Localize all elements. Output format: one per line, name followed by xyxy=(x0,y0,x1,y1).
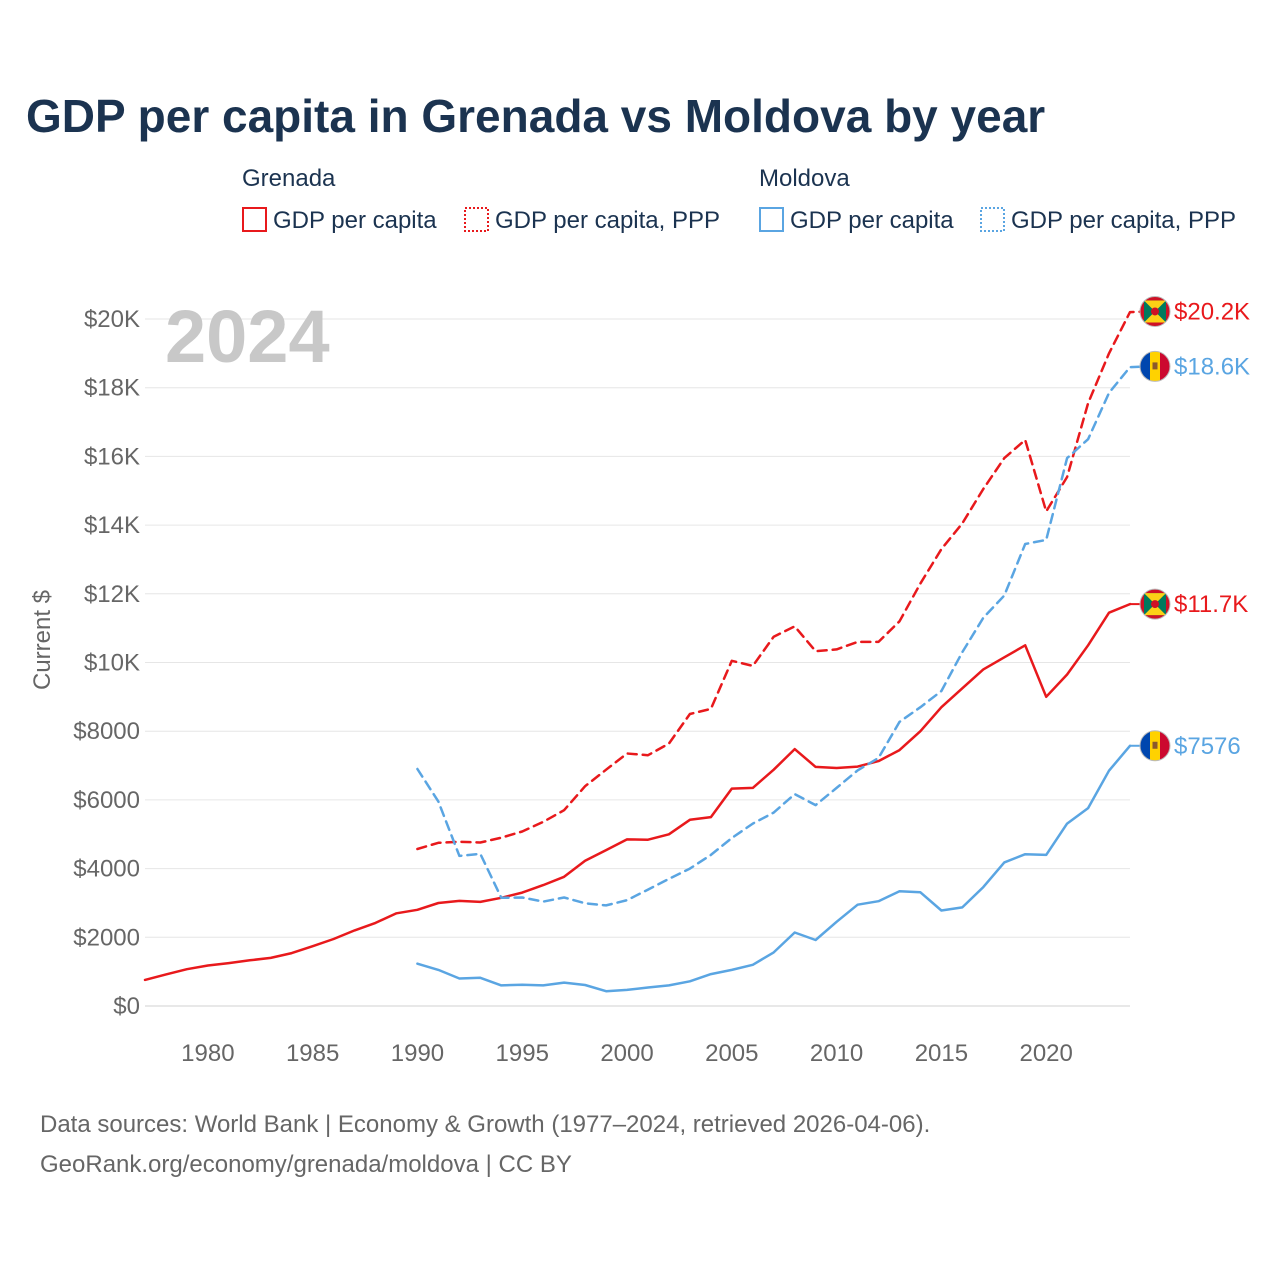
y-tick-label: $2000 xyxy=(73,924,140,951)
x-tick-label: 2000 xyxy=(600,1040,653,1067)
x-tick-label: 2015 xyxy=(915,1040,968,1067)
end-value-label: $18.6K xyxy=(1174,353,1250,380)
year-watermark: 2024 xyxy=(165,295,330,378)
y-tick-label: $0 xyxy=(113,993,140,1020)
legend-label-moldova-gdp[interactable]: GDP per capita xyxy=(790,207,954,234)
x-tick-label: 1980 xyxy=(181,1040,234,1067)
flag-grenada-icon xyxy=(1139,588,1171,620)
y-tick-label: $16K xyxy=(84,443,140,470)
legend: Grenada Moldova GDP per capita GDP per c… xyxy=(242,165,1236,234)
legend-group-title-moldova: Moldova xyxy=(759,165,850,192)
y-tick-label: $14K xyxy=(84,512,140,539)
x-tick-label: 2010 xyxy=(810,1040,863,1067)
end-value-label: $7576 xyxy=(1174,733,1241,760)
legend-swatch-moldova-gdp[interactable] xyxy=(759,207,784,232)
legend-swatch-moldova-ppp[interactable] xyxy=(980,207,1005,232)
x-tick-label: 1990 xyxy=(391,1040,444,1067)
end-value-label: $20.2K xyxy=(1174,298,1250,325)
flag-grenada-icon xyxy=(1139,295,1171,327)
legend-swatch-grenada-ppp[interactable] xyxy=(464,207,489,232)
x-tick-label: 2005 xyxy=(705,1040,758,1067)
footer-link[interactable]: GeoRank.org/economy/grenada/moldova | CC… xyxy=(40,1151,572,1178)
x-tick-label: 1995 xyxy=(496,1040,549,1067)
y-axis: $0 $2000 $4000 $6000 $8000 $10K $12K $14K $16K $1… xyxy=(73,306,140,1020)
series-line-moldova-gdp[interactable] xyxy=(416,744,1132,993)
x-tick-label: 1985 xyxy=(286,1040,339,1067)
gridlines xyxy=(145,318,1130,1007)
series-lines xyxy=(143,310,1153,993)
legend-label-grenada-ppp[interactable]: GDP per capita, PPP xyxy=(495,207,720,234)
legend-label-grenada-gdp[interactable]: GDP per capita xyxy=(273,207,437,234)
y-tick-label: $4000 xyxy=(73,856,140,883)
y-tick-label: $8000 xyxy=(73,718,140,745)
flag-moldova-icon xyxy=(1139,730,1171,762)
y-tick-label: $18K xyxy=(84,375,140,402)
end-labels: $11.7K $20.2K $7576 $18.6K xyxy=(1130,295,1250,762)
end-value-label: $11.7K xyxy=(1174,591,1248,618)
series-line-moldova-ppp[interactable] xyxy=(416,365,1153,907)
series-line-grenada-gdp[interactable] xyxy=(143,602,1132,982)
y-tick-label: $6000 xyxy=(73,787,140,814)
y-tick-label: $12K xyxy=(84,581,140,608)
x-axis: 1980 1985 1990 1995 2000 2005 2010 2015 2020 xyxy=(181,1040,1073,1067)
y-axis-title: Current $ xyxy=(29,590,56,690)
chart-title: GDP per capita in Grenada vs Moldova by … xyxy=(26,90,1045,142)
footer-source: Data sources: World Bank | Economy & Gro… xyxy=(40,1111,930,1138)
series-line-grenada-ppp[interactable] xyxy=(416,310,1153,851)
y-tick-label: $10K xyxy=(84,650,140,677)
legend-swatch-grenada-gdp[interactable] xyxy=(242,207,267,232)
flag-moldova-icon xyxy=(1139,350,1171,382)
legend-group-title-grenada: Grenada xyxy=(242,165,336,192)
legend-label-moldova-ppp[interactable]: GDP per capita, PPP xyxy=(1011,207,1236,234)
y-tick-label: $20K xyxy=(84,306,140,333)
x-tick-label: 2020 xyxy=(1019,1040,1072,1067)
